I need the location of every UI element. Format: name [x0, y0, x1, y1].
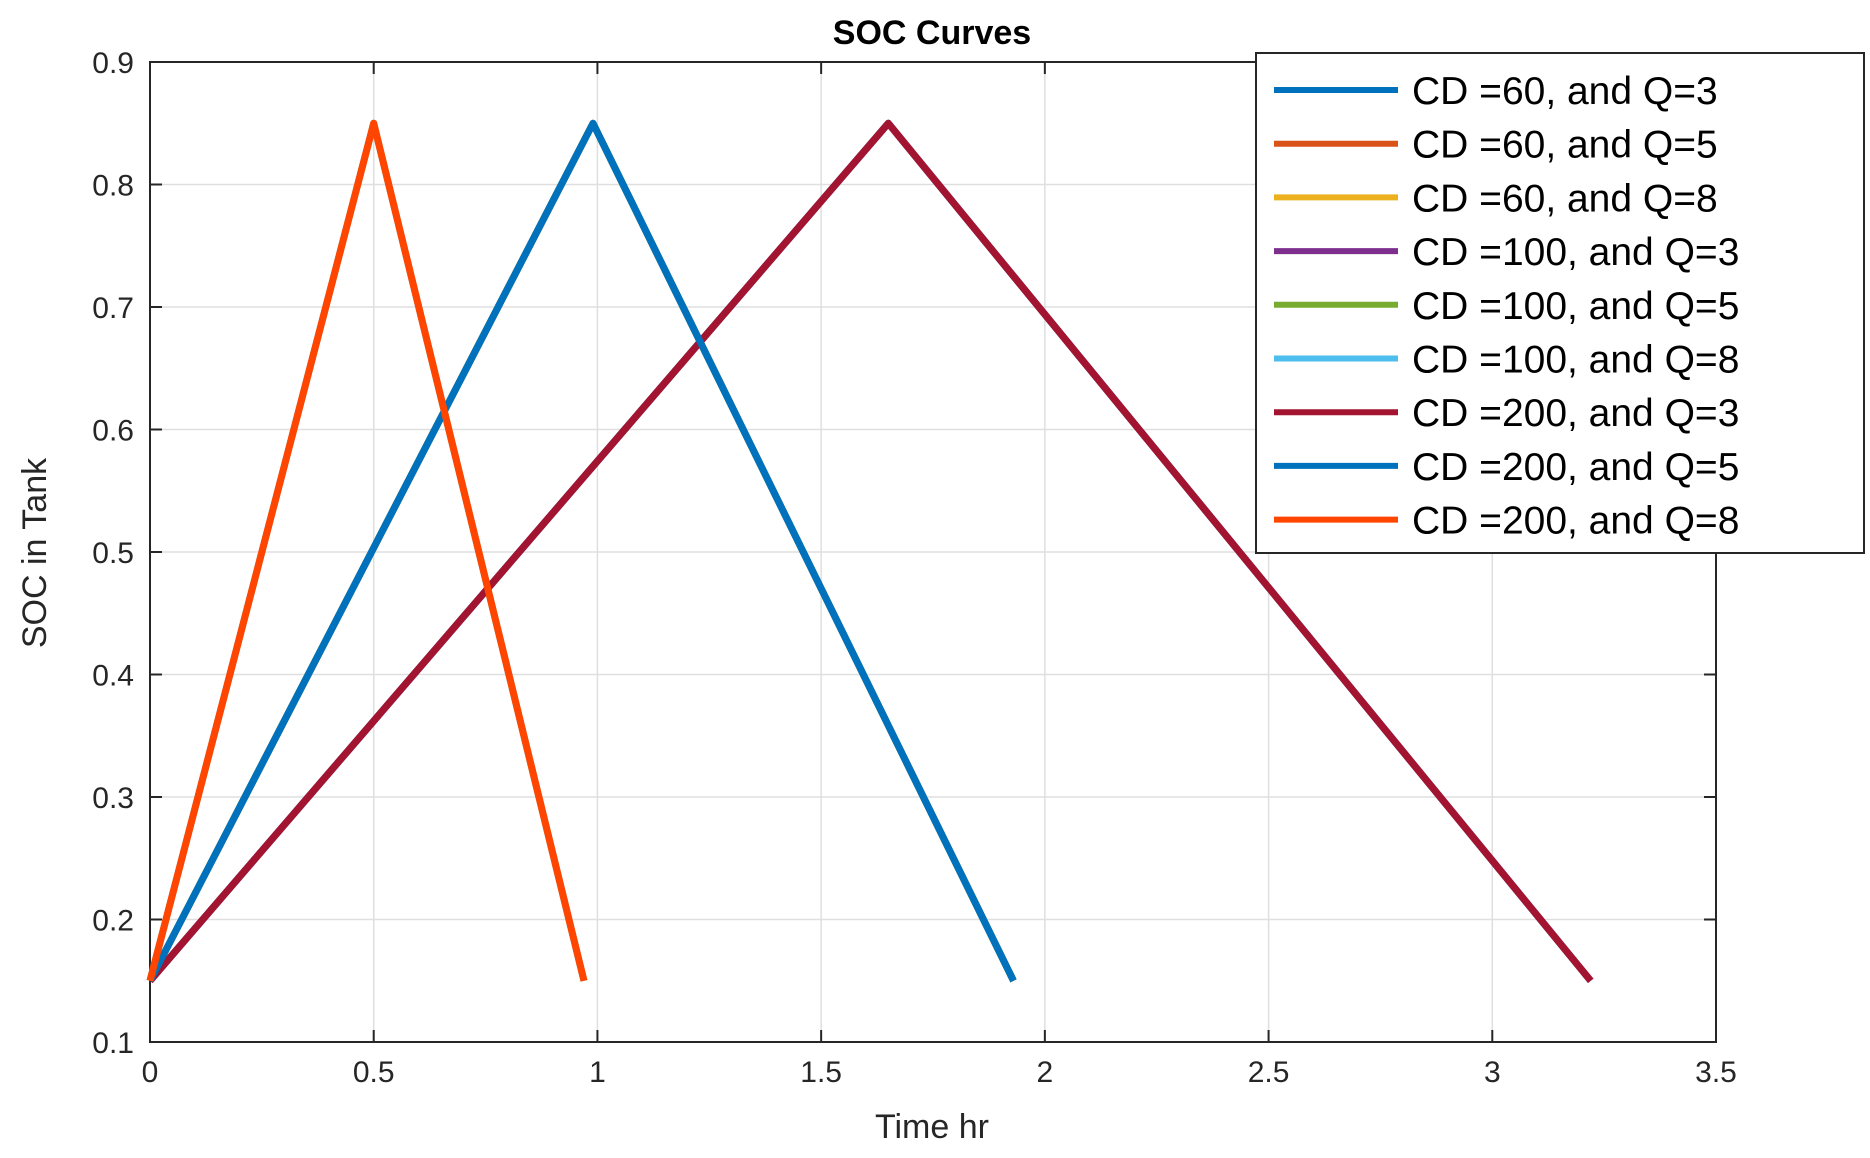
x-tick-label: 0 — [142, 1056, 159, 1089]
legend-item[interactable]: CD =60, and Q=3 — [1274, 70, 1718, 113]
y-tick-label: 0.5 — [92, 537, 134, 570]
y-tick-label: 0.7 — [92, 292, 134, 325]
y-tick-label: 0.1 — [92, 1027, 134, 1060]
x-tick-label: 0.5 — [353, 1056, 395, 1089]
y-tick-label: 0.4 — [92, 660, 134, 693]
legend-item[interactable]: CD =200, and Q=5 — [1274, 446, 1739, 489]
x-axis-title: Time hr — [875, 1108, 989, 1146]
y-tick-label: 0.2 — [92, 905, 134, 938]
legend-item[interactable]: CD =100, and Q=3 — [1274, 231, 1739, 274]
x-tick-labels: 0 0.5 1 1.5 2 2.5 3 3.5 — [142, 1056, 1737, 1089]
y-tick-label: 0.8 — [92, 170, 134, 203]
legend-label: CD =60, and Q=8 — [1412, 177, 1718, 220]
legend-label: CD =200, and Q=5 — [1412, 446, 1739, 489]
series-lines — [146, 119, 1594, 984]
legend-items: CD =60, and Q=3 CD =60, and Q=5 CD =60, an… — [1274, 70, 1739, 543]
x-tick-label: 3 — [1484, 1056, 1501, 1089]
y-tick-label: 0.6 — [92, 415, 134, 448]
legend-item[interactable]: CD =100, and Q=8 — [1274, 339, 1739, 382]
legend[interactable]: CD =60, and Q=3 CD =60, and Q=5 CD =60, an… — [1255, 52, 1865, 554]
legend-label: CD =200, and Q=3 — [1412, 392, 1739, 435]
chart-title: SOC Curves — [833, 14, 1031, 52]
legend-label: CD =100, and Q=3 — [1412, 231, 1739, 274]
legend-label: CD =100, and Q=8 — [1412, 339, 1739, 382]
series-line-9 — [146, 119, 588, 982]
legend-label: CD =60, and Q=5 — [1412, 124, 1718, 167]
series-line-7 — [147, 119, 1594, 984]
y-tick-labels: 0.1 0.2 0.3 0.4 0.5 0.6 0.7 0.8 0.9 — [92, 47, 134, 1060]
series-line-8 — [146, 119, 1017, 983]
x-tick-label: 1.5 — [800, 1056, 842, 1089]
x-tick-label: 3.5 — [1695, 1056, 1737, 1089]
legend-item[interactable]: CD =60, and Q=5 — [1274, 124, 1718, 167]
x-tick-label: 1 — [589, 1056, 606, 1089]
legend-label: CD =100, and Q=5 — [1412, 285, 1739, 328]
y-tick-label: 0.3 — [92, 782, 134, 815]
x-tick-label: 2.5 — [1248, 1056, 1290, 1089]
legend-label: CD =60, and Q=3 — [1412, 70, 1718, 113]
legend-item[interactable]: CD =100, and Q=5 — [1274, 285, 1739, 328]
legend-item[interactable]: CD =200, and Q=3 — [1274, 392, 1739, 435]
legend-item[interactable]: CD =200, and Q=8 — [1274, 500, 1739, 543]
x-tick-label: 2 — [1037, 1056, 1054, 1089]
legend-item[interactable]: CD =60, and Q=8 — [1274, 177, 1718, 220]
y-tick-label: 0.9 — [92, 47, 134, 80]
legend-label: CD =200, and Q=8 — [1412, 500, 1739, 543]
y-axis-title: SOC in Tank — [16, 457, 54, 648]
